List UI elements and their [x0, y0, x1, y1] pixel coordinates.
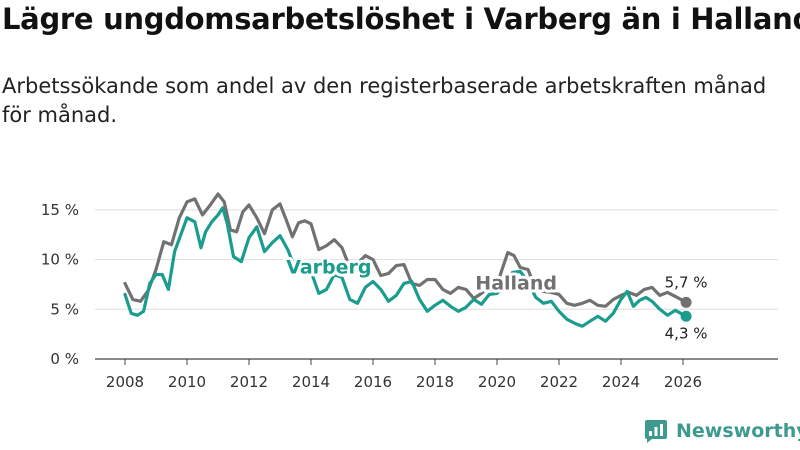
x-tick-label: 2016	[354, 373, 392, 391]
chart-title: Lägre ungdomsarbetslöshet i Varberg än i…	[2, 2, 800, 36]
brand-name: Newsworthy	[676, 420, 800, 442]
series-line-varberg	[123, 206, 688, 328]
halland-series-label-halo: Halland	[475, 272, 557, 294]
x-tick-label: 2020	[478, 373, 516, 391]
y-tick-label: 5 %	[50, 300, 79, 318]
varberg-series-label: Varberg	[286, 257, 371, 279]
y-tick-label: 0 %	[50, 350, 79, 368]
x-tick-label: 2014	[292, 373, 330, 391]
brand-logo: Newsworthy	[643, 418, 800, 444]
end-marker-varberg	[680, 310, 692, 322]
halland-series-label: Halland	[475, 272, 557, 294]
x-tick-label: 2026	[664, 373, 702, 391]
varberg-end-label: 4,3 %	[665, 324, 708, 342]
y-tick-label: 15 %	[41, 201, 79, 219]
end-marker-halland	[680, 296, 692, 308]
y-tick-label: 10 %	[41, 251, 79, 269]
varberg-series-label-halo: Varberg	[286, 257, 371, 279]
x-tick-label: 2018	[416, 373, 454, 391]
newsworthy-logo-icon	[645, 420, 667, 443]
x-tick-label: 2008	[106, 373, 144, 391]
series-line-halland	[123, 192, 688, 308]
chart-subtitle: Arbetssökande som andel av den registerb…	[2, 74, 767, 127]
halland-end-label: 5,7 %	[665, 273, 708, 291]
x-tick-label: 2012	[230, 373, 268, 391]
x-tick-label: 2024	[602, 373, 640, 391]
x-tick-label: 2010	[168, 373, 206, 391]
x-tick-label: 2022	[540, 373, 578, 391]
